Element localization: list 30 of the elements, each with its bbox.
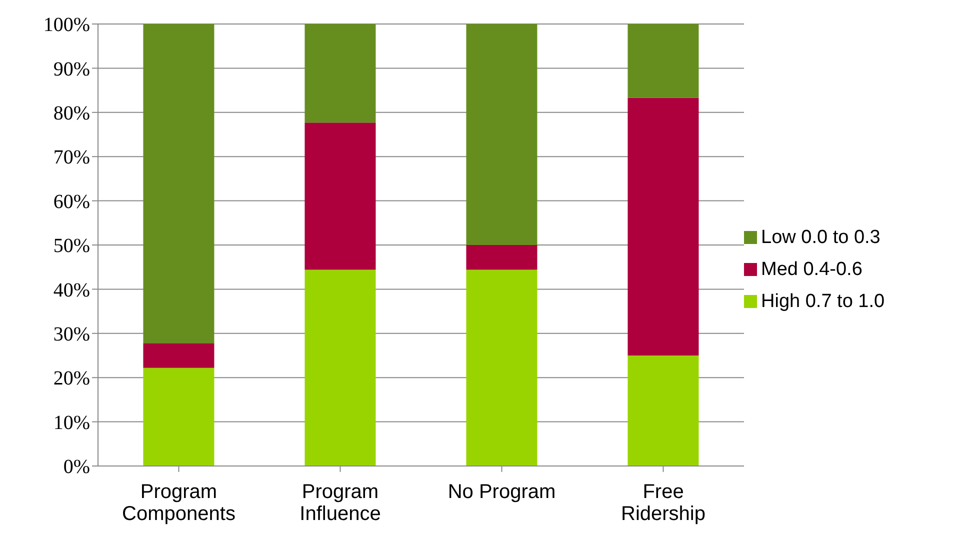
y-tick-label: 0% (63, 456, 90, 478)
y-tick-label: 20% (53, 368, 90, 390)
legend-label: Low 0.0 to 0.3 (761, 226, 880, 248)
bar (628, 98, 699, 356)
bar (304, 24, 376, 123)
y-tick-label: 40% (53, 279, 90, 302)
y-tick-label: 90% (53, 58, 90, 80)
y-tick-label: 100% (43, 14, 90, 36)
y-tick-label: 60% (53, 190, 90, 213)
y-tick-label: 30% (53, 324, 90, 346)
x-tick-label: Free Ridership (621, 481, 706, 525)
y-tick-label: 50% (53, 235, 90, 258)
legend-label: Med 0.4-0.6 (761, 258, 862, 280)
bar (628, 356, 699, 466)
bar (466, 270, 538, 466)
bar (143, 24, 214, 344)
y-tick-label: 80% (53, 102, 90, 124)
bar (466, 245, 538, 270)
x-tick-label: No Program (448, 481, 556, 503)
bar (304, 122, 376, 270)
legend-label: High 0.7 to 1.0 (761, 290, 885, 312)
y-tick-label: 10% (53, 412, 90, 434)
x-tick-label: Program Components (122, 481, 236, 525)
y-tick-label: 70% (53, 146, 90, 169)
x-tick-label: Program Influence (300, 481, 381, 525)
bar (304, 270, 376, 466)
bar (466, 24, 538, 245)
bar (628, 24, 699, 98)
bar (143, 343, 214, 368)
bar (143, 368, 214, 466)
